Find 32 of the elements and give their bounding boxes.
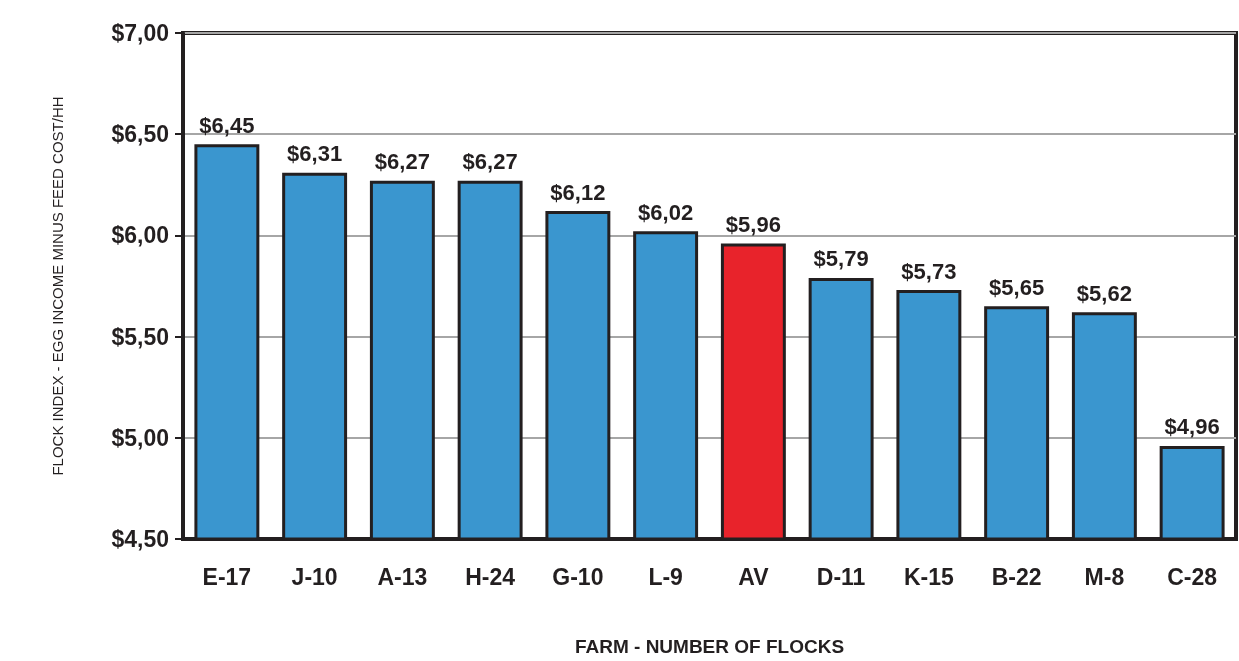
x-tick-label: J-10	[291, 563, 338, 590]
data-label: $6,12	[550, 179, 606, 205]
data-label: $5,79	[813, 246, 869, 272]
data-label: $5,65	[989, 274, 1045, 300]
x-tick-label: H-24	[465, 563, 516, 590]
x-tick-label: C-28	[1167, 563, 1218, 590]
x-tick-label: M-8	[1084, 563, 1125, 590]
x-tick-label: L-9	[648, 563, 683, 590]
x-tick-label: AV	[738, 563, 770, 590]
data-label: $6,31	[287, 141, 343, 167]
data-label: $5,73	[901, 258, 957, 284]
y-tick-label: $6,00	[111, 222, 169, 249]
x-tick-label: E-17	[202, 563, 252, 590]
y-tick-label: $7,00	[111, 20, 169, 46]
x-tick-label: B-22	[991, 563, 1042, 590]
y-tick-label: $4,50	[111, 526, 169, 552]
data-label: $5,96	[725, 212, 781, 237]
x-tick-label: A-13	[377, 563, 428, 590]
x-tick-label: G-10	[552, 563, 604, 590]
x-axis-title: FARM - NUMBER OF FLOCKS	[574, 636, 845, 657]
x-tick-label: K-15	[903, 563, 955, 590]
data-label: $5,62	[1076, 280, 1132, 306]
y-tick-label: $5,00	[111, 424, 169, 451]
data-label: $4,96	[1164, 414, 1220, 440]
y-tick-label: $6,50	[111, 121, 169, 148]
y-axis-title: FLOCK INDEX - EGG INCOME MINUS FEED COST/HH	[49, 96, 66, 476]
data-label: $6,27	[462, 149, 518, 175]
data-label: $6,02	[638, 199, 694, 225]
data-label: $6,27	[374, 149, 430, 175]
data-label: $6,45	[199, 112, 255, 138]
y-tick-label: $5,50	[111, 323, 169, 350]
x-tick-label: D-11	[816, 563, 866, 590]
